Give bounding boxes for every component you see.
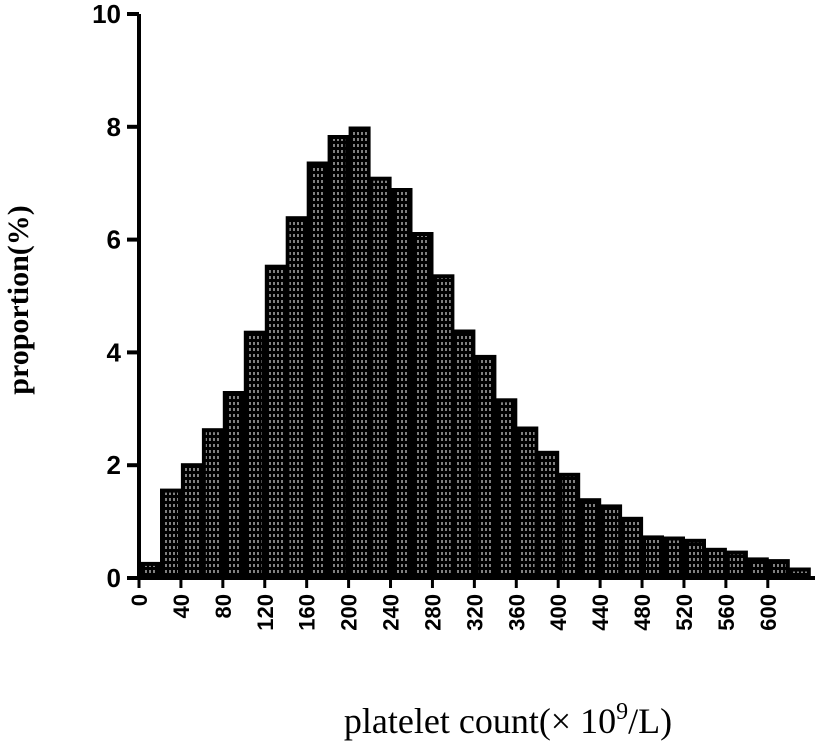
bar: [243, 330, 266, 581]
x-tick-label: 600: [756, 594, 781, 631]
bar: [411, 232, 434, 580]
bar: [725, 550, 748, 580]
x-tick-label: 0: [127, 594, 152, 606]
bar: [642, 535, 664, 581]
bar: [474, 354, 497, 580]
bar: [663, 536, 685, 580]
axes-group: [127, 12, 815, 588]
bar: [558, 472, 581, 580]
x-axis-label: platelet count(× 109/L): [344, 699, 672, 741]
bar: [264, 264, 287, 580]
bar: [390, 188, 413, 580]
bar: [495, 398, 518, 580]
bar: [767, 559, 790, 580]
x-tick-label: 80: [211, 594, 236, 618]
x-tick-label: 120: [253, 594, 278, 631]
bar: [453, 329, 476, 580]
bar: [684, 538, 706, 580]
x-tick-label: 560: [714, 594, 739, 631]
bar: [537, 450, 560, 580]
x-tick-label: 320: [462, 594, 487, 631]
labels-group: 0 2 4 6 8 10 0 40 80 120 160 200 240 280 320 360 400 440 4…: [92, 0, 781, 631]
x-tick-label: 400: [546, 594, 571, 631]
bar: [369, 176, 392, 580]
bar: [432, 274, 455, 580]
y-tick-label: 8: [107, 112, 121, 142]
y-tick-label: 0: [107, 563, 121, 593]
bar: [285, 216, 308, 580]
bar: [579, 498, 602, 581]
x-tick-label: 480: [630, 594, 655, 631]
bar: [348, 126, 371, 580]
y-tick-label: 6: [107, 225, 121, 255]
x-tick-label: 200: [337, 594, 362, 631]
x-tick-label: 160: [295, 594, 320, 631]
bar: [180, 463, 203, 581]
bar: [746, 557, 769, 581]
bar: [222, 391, 245, 580]
bar: [704, 547, 727, 580]
bars-group: [139, 126, 811, 581]
bar: [139, 561, 161, 581]
y-tick-label: 2: [107, 450, 121, 480]
x-tick-label: 280: [420, 594, 445, 631]
x-tick-label: 240: [379, 594, 404, 631]
bar: [600, 504, 623, 580]
y-tick-label: 4: [107, 337, 122, 367]
x-tick-label: 360: [504, 594, 529, 631]
x-tick-label: 520: [672, 594, 697, 631]
x-tick-label: 40: [169, 594, 194, 618]
x-tick-label: 440: [588, 594, 613, 631]
bar: [201, 428, 224, 581]
bar: [160, 488, 182, 581]
bar: [327, 135, 350, 580]
bar: [621, 516, 644, 580]
bar: [516, 426, 539, 580]
bar: [306, 161, 329, 580]
y-axis-label: proportion(%): [2, 205, 35, 394]
y-tick-label: 10: [92, 0, 121, 29]
